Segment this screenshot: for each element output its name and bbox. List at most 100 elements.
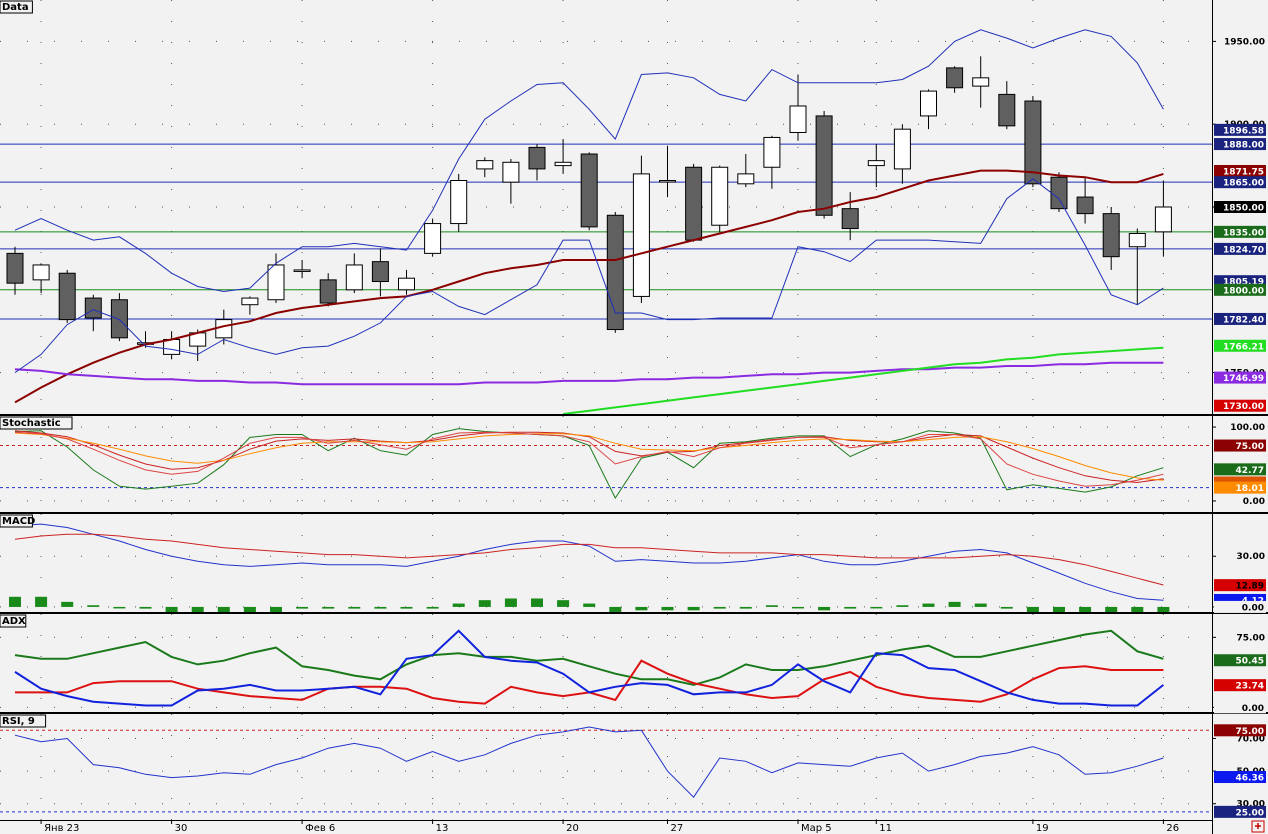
badge-label: 25.00 [1236, 808, 1264, 818]
candle [189, 329, 207, 362]
series-line [14, 533, 1164, 586]
y-tick-label: 70.00 [1237, 734, 1265, 744]
candle-body [476, 160, 494, 170]
histogram-bar [504, 598, 517, 607]
candle-body [763, 136, 781, 168]
plot-area [0, 714, 1212, 820]
badge-label: 12.89 [1236, 582, 1264, 592]
badge-box [1214, 312, 1266, 325]
x-axis-band [0, 820, 1212, 834]
value-badge: 23.74 [1214, 679, 1266, 692]
x-tick-label: Янв 23 [44, 823, 79, 834]
badge-label: 1766.21 [1223, 342, 1264, 352]
candle-body [920, 90, 937, 117]
candle [58, 269, 76, 323]
candle-body [737, 173, 755, 185]
panel-title: MACD [0, 514, 35, 528]
badge-label: 1782.40 [1223, 315, 1264, 325]
candle-body [6, 252, 24, 284]
candle-body [215, 319, 233, 339]
badge-label: 1835.00 [1223, 228, 1264, 238]
candle-body [659, 180, 676, 183]
candle-body [685, 166, 703, 241]
x-tick-label: Мар 5 [801, 823, 832, 834]
histogram-bar [61, 601, 74, 607]
x-tick-label: 19 [1036, 823, 1049, 834]
candle-body [371, 261, 389, 283]
plot-area [0, 514, 1212, 612]
candle [1050, 172, 1068, 212]
histogram-bar [113, 606, 126, 609]
candle [32, 263, 50, 294]
histogram-bar [348, 606, 361, 609]
candle-body [528, 146, 546, 170]
candle-body [998, 93, 1016, 127]
value-badge: 1800.00 [1214, 283, 1266, 296]
series-line [14, 431, 1164, 487]
histogram-bar [635, 606, 648, 611]
series-line [14, 430, 1164, 484]
series-line [14, 523, 1164, 601]
candle [424, 218, 442, 257]
candle [841, 192, 859, 241]
badge-label: 0.00 [1242, 704, 1264, 714]
value-badge: 1766.21 [1214, 339, 1266, 352]
histogram-bar [713, 606, 726, 609]
badge-label: 1800.00 [1223, 286, 1264, 296]
panel-title: Data [0, 0, 33, 14]
candle-body [84, 297, 102, 319]
candle-body [450, 180, 468, 225]
histogram-bar [1131, 606, 1144, 612]
badge-box [1214, 805, 1266, 818]
candle [659, 145, 676, 198]
series-line [14, 169, 1164, 404]
value-badge: 1746.99 [1214, 371, 1266, 384]
badge-label: 1888.00 [1223, 141, 1264, 151]
x-tick-label: 13 [436, 823, 449, 834]
series-line [562, 346, 1164, 414]
panel-title-text: ADX [2, 616, 26, 627]
close-icon-glyph[interactable] [1255, 823, 1261, 829]
panel-title-box [0, 0, 33, 14]
candle [476, 157, 494, 178]
candle-body [58, 272, 76, 321]
value-badge: 1782.40 [1214, 312, 1266, 325]
candle [1076, 177, 1094, 224]
panel-title-box [0, 614, 27, 628]
candle [84, 294, 102, 332]
badge-box [1214, 579, 1266, 592]
badge-box [1214, 399, 1266, 412]
value-badge: 18.01 [1214, 481, 1266, 494]
series-line [14, 629, 1164, 686]
y-tick-label: 30.00 [1237, 552, 1265, 562]
value-badge: 1850.00 [1214, 201, 1266, 214]
candle-body [32, 264, 50, 281]
plot-area [0, 416, 1212, 512]
panel-title-box [0, 514, 33, 528]
histogram-bar [243, 606, 256, 612]
badge-box [1214, 679, 1266, 692]
candle-body [1076, 196, 1094, 215]
value-badge: 0.00 [1214, 600, 1266, 613]
candle [737, 154, 755, 188]
candle-body [789, 105, 807, 133]
badge-label: 46.36 [1236, 774, 1264, 784]
badge-label: 1805.19 [1223, 278, 1264, 288]
candle-body [163, 338, 181, 355]
histogram-bar [896, 605, 909, 607]
badge-box [1214, 600, 1266, 613]
value-badge: 0.00 [1214, 701, 1266, 714]
histogram-bar [557, 600, 570, 607]
candle-body [711, 166, 729, 226]
histogram-bar [687, 606, 700, 611]
candle [606, 211, 624, 333]
series-line [14, 29, 1164, 293]
plot-area [0, 0, 1212, 414]
badge-box [1214, 283, 1266, 296]
candle [763, 135, 781, 189]
panel-title-text: MACD [2, 516, 35, 527]
histogram-bar [139, 606, 152, 609]
candle-body [241, 297, 259, 306]
close-icon[interactable] [1251, 820, 1265, 833]
